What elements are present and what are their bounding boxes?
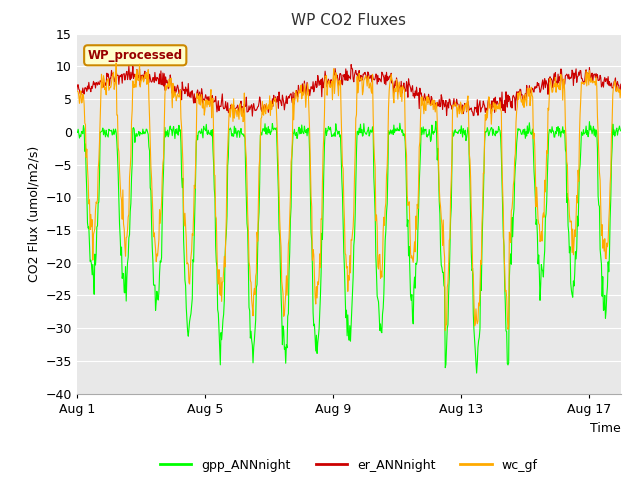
Legend: gpp_ANNnight, er_ANNnight, wc_gf: gpp_ANNnight, er_ANNnight, wc_gf [155,454,543,477]
Title: WP CO2 Fluxes: WP CO2 Fluxes [291,13,406,28]
Text: Time: Time [590,422,621,435]
Text: WP_processed: WP_processed [88,49,183,62]
Y-axis label: CO2 Flux (umol/m2/s): CO2 Flux (umol/m2/s) [27,145,40,282]
